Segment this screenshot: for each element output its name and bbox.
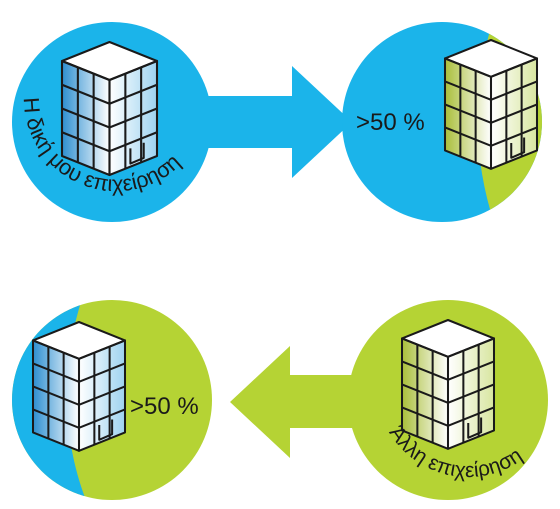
building-icon xyxy=(60,40,159,177)
building-icon xyxy=(31,320,127,452)
majority-owned-node-top: >50 % xyxy=(342,22,542,222)
arrow-right-icon xyxy=(205,66,352,178)
other-company-node-bottom: Άλλη επιχείρηση xyxy=(348,300,548,500)
arrow-left-icon xyxy=(230,346,352,458)
share-label-top: >50 % xyxy=(356,109,425,136)
share-label-bottom: >50 % xyxy=(130,393,199,420)
building-icon xyxy=(443,38,539,170)
majority-owned-node-bottom: >50 % xyxy=(12,300,212,500)
own-company-node-top: Η δική μου επιχείρηση xyxy=(12,22,212,222)
building-icon xyxy=(400,318,496,450)
